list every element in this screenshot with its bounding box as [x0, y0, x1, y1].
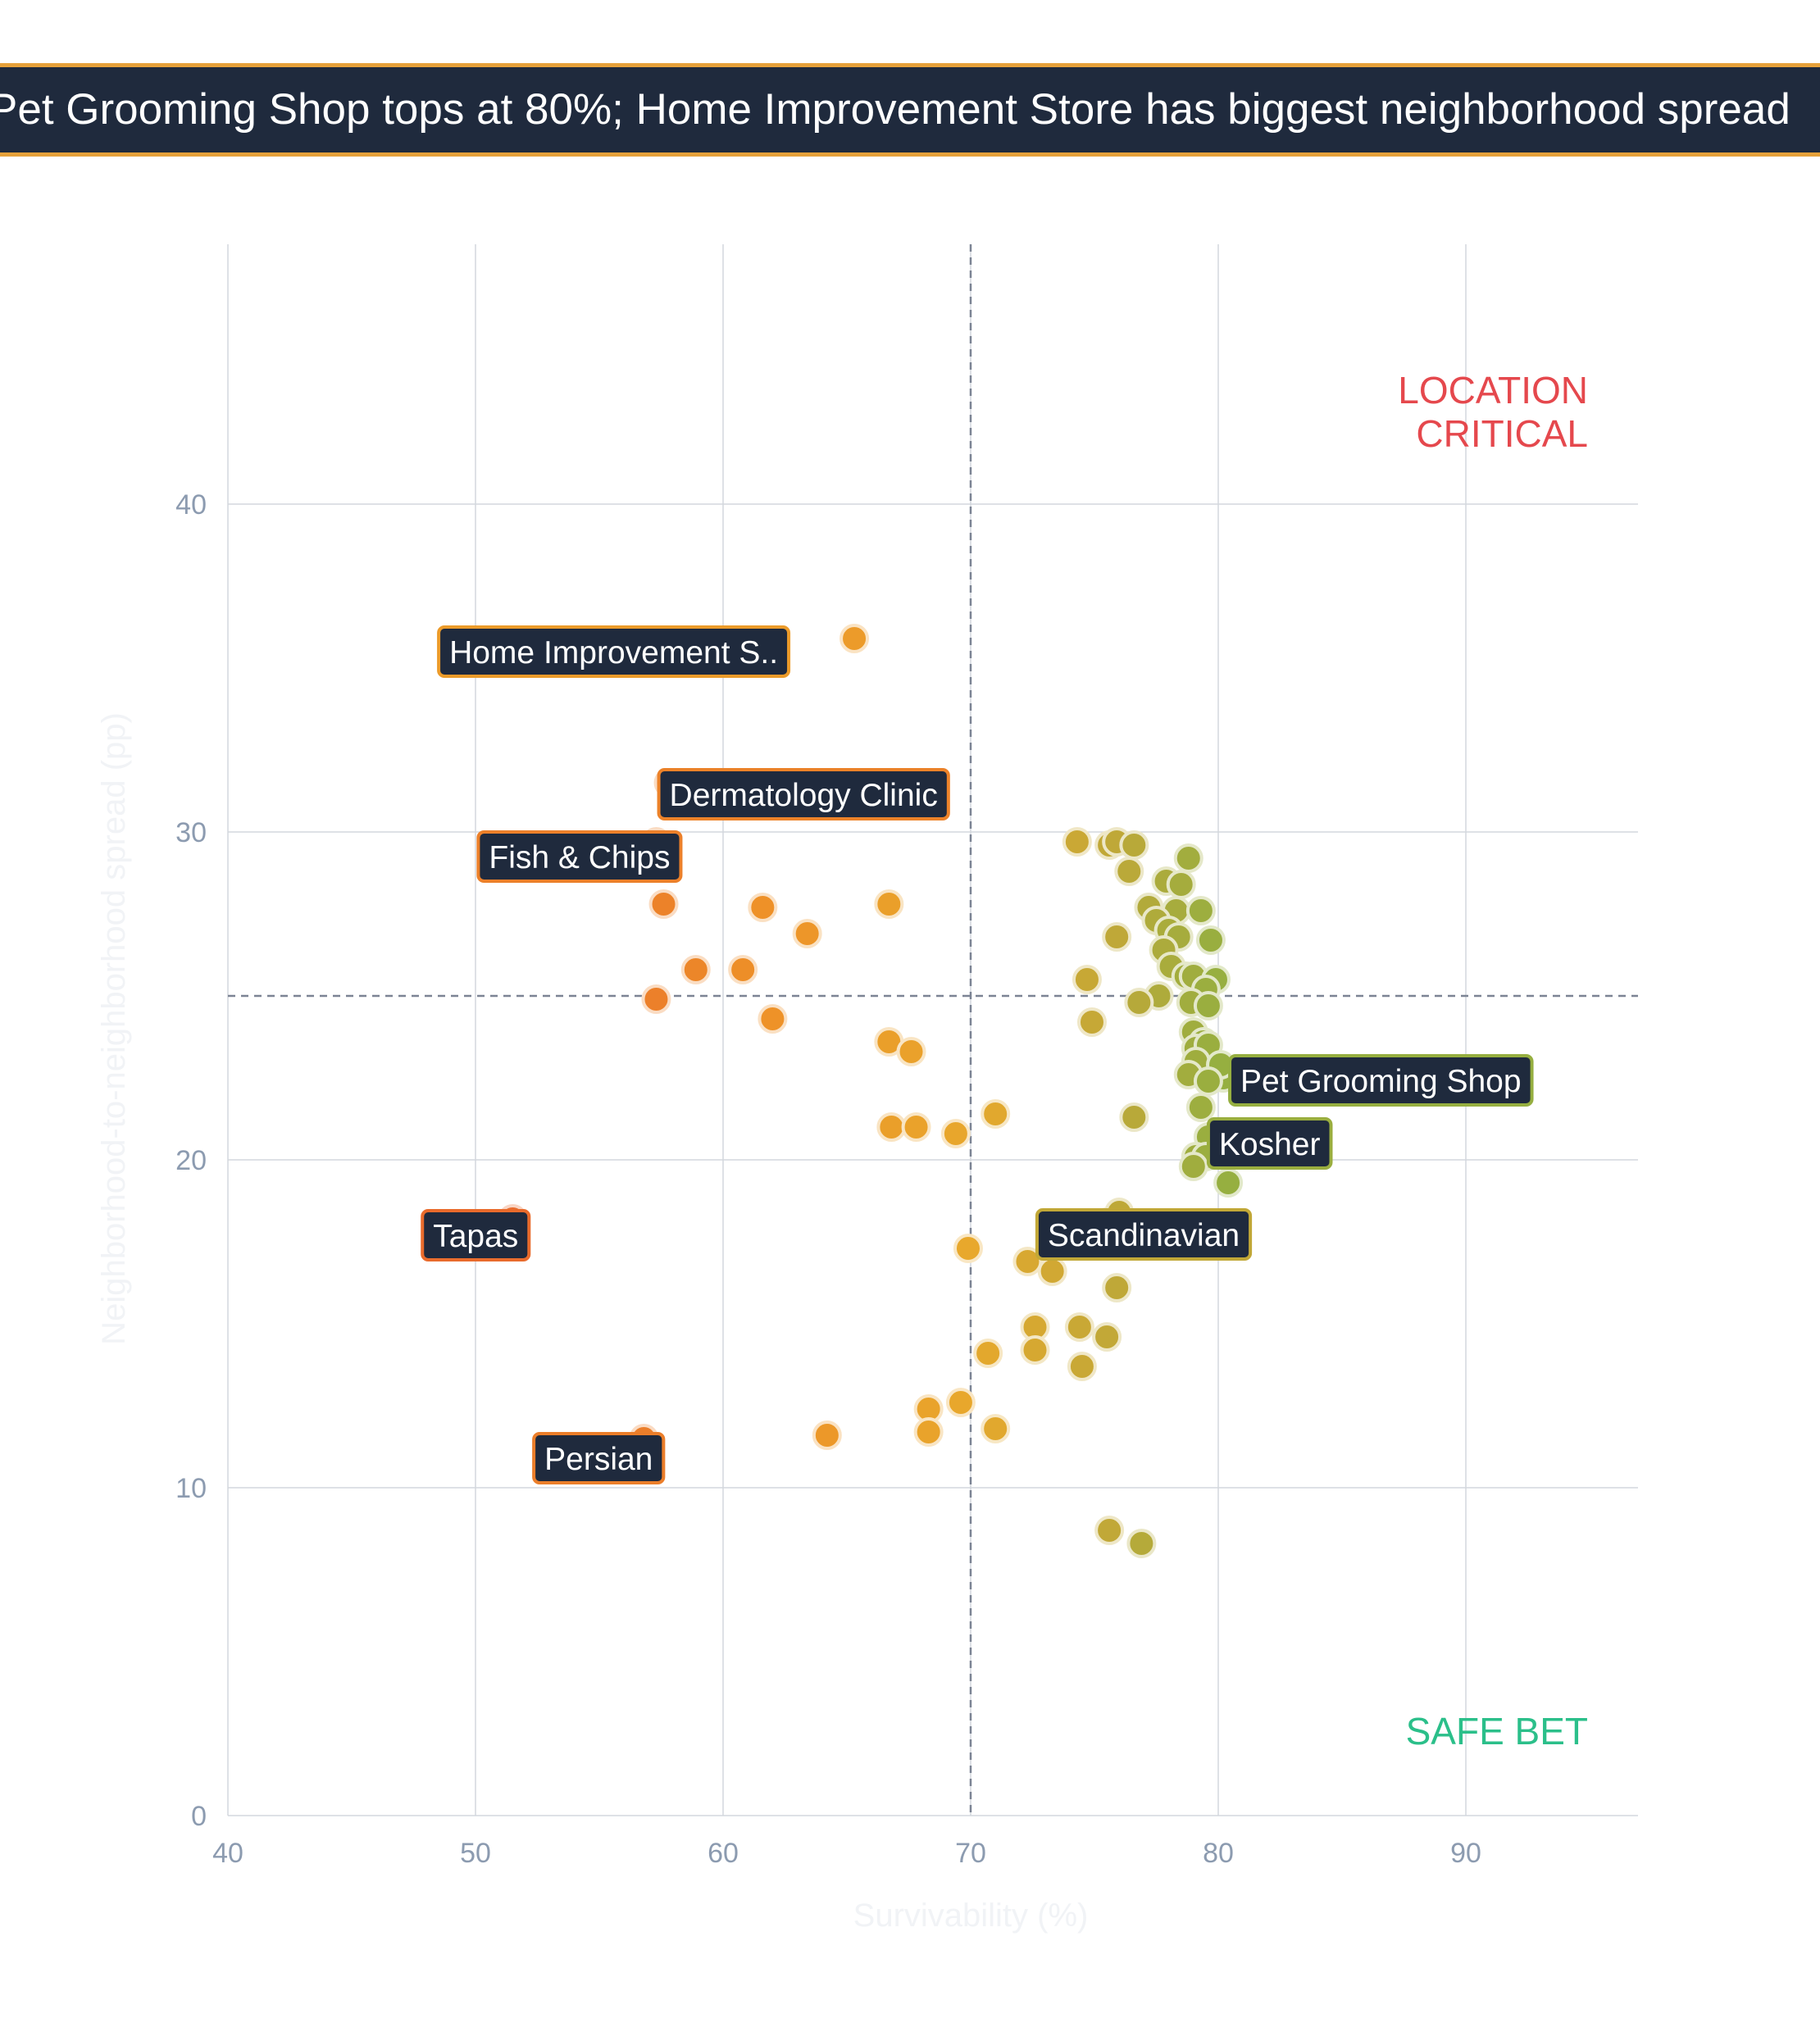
data-point [1037, 1257, 1067, 1286]
point-label: Kosher [1206, 1117, 1333, 1170]
data-point [1064, 1312, 1094, 1342]
data-point [876, 1112, 907, 1142]
data-point [913, 1417, 944, 1447]
data-point [1166, 870, 1196, 899]
data-point [1094, 1516, 1125, 1545]
point-label-text: Tapas [433, 1219, 518, 1254]
data-point [896, 1037, 926, 1066]
point-label-box [1228, 1054, 1534, 1107]
data-point [1126, 1529, 1157, 1558]
location-critical-label: LOCATION CRITICAL [1398, 369, 1588, 455]
chart-title: Pet Grooming Shop tops at 80%; Home Impr… [0, 85, 1790, 134]
point-label-text: Kosher [1219, 1127, 1321, 1162]
data-point [1102, 1273, 1132, 1302]
grid [227, 244, 1638, 1816]
data-point [1114, 857, 1144, 886]
data-point [1067, 1352, 1097, 1381]
point-label-text: Fish & Chips [489, 840, 670, 875]
data-point [1193, 991, 1223, 1020]
x-tick-label: 80 [1203, 1838, 1234, 1869]
point-label-text: Persian [544, 1442, 653, 1477]
quadrant-labels: LOCATION CRITICAL SAFE BET [1398, 369, 1588, 1752]
point-label-box [437, 625, 791, 678]
point-label-box [532, 1432, 666, 1484]
x-axis-title: Survivability (%) [853, 1898, 1089, 1934]
y-tick-label: 40 [175, 489, 207, 520]
point-label-box [657, 768, 950, 820]
y-tick-label: 20 [175, 1145, 207, 1176]
data-point [648, 889, 679, 919]
point-label: Fish & Chips [476, 830, 683, 883]
data-point [1195, 925, 1226, 955]
data-point [1185, 896, 1216, 925]
data-point [940, 1119, 971, 1148]
point-label-box [1035, 1208, 1253, 1261]
data-point [973, 1339, 1003, 1368]
data-point [874, 889, 904, 919]
point-label-text: Pet Grooming Shop [1240, 1064, 1522, 1099]
data-point [1193, 1066, 1223, 1096]
point-label-box [1206, 1117, 1333, 1170]
data-point [981, 1099, 1011, 1129]
data-point [945, 1388, 976, 1417]
point-label-box [421, 1209, 531, 1261]
data-point [758, 1004, 788, 1034]
x-tick-label: 40 [212, 1838, 243, 1869]
data-point [792, 919, 822, 948]
point-label-text: Scandinavian [1048, 1218, 1240, 1253]
point-label-text: Dermatology Clinic [670, 778, 938, 813]
data-point [981, 1414, 1011, 1443]
data-point [680, 955, 711, 984]
x-tick-label: 90 [1450, 1838, 1481, 1869]
data-point [1124, 988, 1154, 1017]
data-point [839, 624, 870, 653]
point-label: Tapas [421, 1209, 531, 1261]
point-label: Persian [532, 1432, 666, 1484]
data-point [728, 955, 758, 984]
reference-lines [228, 244, 1638, 1816]
point-label: Home Improvement S.. [437, 625, 791, 678]
data-point [1173, 843, 1203, 873]
point-label-box [476, 830, 683, 883]
data-point [1213, 1168, 1244, 1198]
x-tick-label: 50 [460, 1838, 491, 1869]
data-point [953, 1234, 983, 1263]
data-point [1012, 1247, 1043, 1276]
point-label: Scandinavian [1035, 1208, 1253, 1261]
data-point [901, 1112, 931, 1142]
data-points [498, 624, 1244, 1558]
point-label: Pet Grooming Shop [1228, 1054, 1534, 1107]
data-point [1062, 827, 1092, 857]
data-point [1020, 1335, 1050, 1365]
data-point [1178, 1152, 1208, 1181]
y-axis-title: Neighborhood-to-neighborhood spread (pp) [96, 712, 132, 1345]
data-point [1119, 830, 1149, 860]
y-tick-label: 30 [175, 817, 207, 848]
x-tick-label: 60 [708, 1838, 739, 1869]
data-point [1076, 1007, 1107, 1037]
point-labels: Home Improvement S.. Dermatology ClinicFi… [421, 625, 1534, 1484]
point-label-text: Home Improvement S.. [449, 635, 778, 670]
x-tick-label: 70 [955, 1838, 986, 1869]
y-tick-label: 0 [191, 1801, 207, 1832]
data-point [1185, 1093, 1216, 1122]
data-point [748, 893, 778, 922]
data-point [641, 984, 671, 1014]
safe-bet-label: SAFE BET [1406, 1710, 1588, 1752]
data-point [812, 1421, 842, 1450]
point-label: Dermatology Clinic [657, 768, 950, 820]
y-tick-label: 10 [175, 1473, 207, 1504]
axes: 40 50 60 70 80 90 0 10 20 30 40 Survivability (%) Ne… [96, 489, 1481, 1934]
data-point [1092, 1322, 1122, 1352]
data-point [1119, 1102, 1149, 1132]
title-banner: Pet Grooming Shop tops at 80%; Home Impr… [0, 63, 1820, 157]
data-point [1102, 922, 1132, 952]
data-point [1072, 965, 1102, 994]
